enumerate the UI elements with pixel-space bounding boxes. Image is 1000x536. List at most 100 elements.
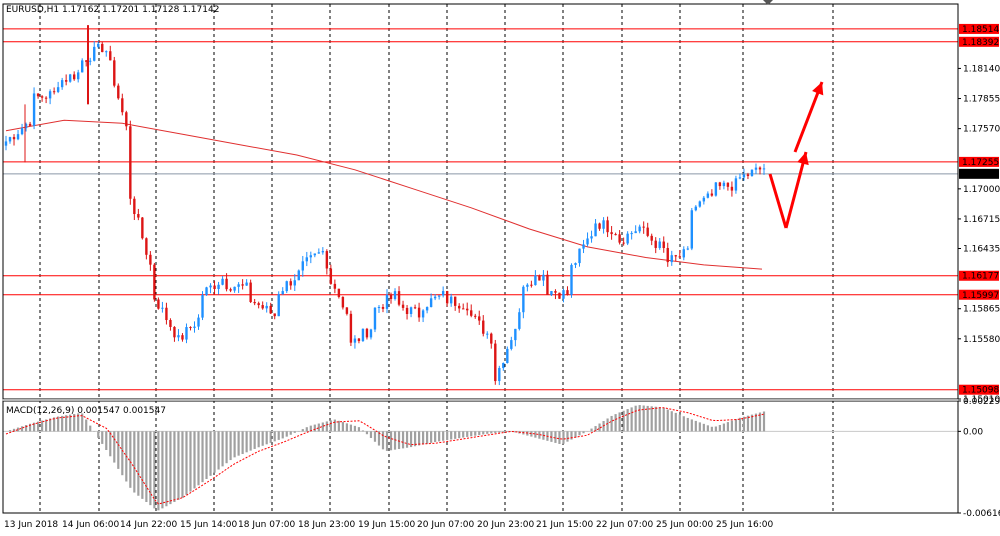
level-price-box [959, 289, 999, 300]
price-tick-label: 1.16715 [963, 215, 1000, 225]
candle-body [714, 182, 718, 196]
candle-body [706, 193, 710, 198]
forecast-arrow-shaft [768, 173, 788, 229]
candle-body [329, 268, 333, 284]
candle-body [449, 296, 453, 304]
candle-body [594, 223, 597, 237]
candle-body [317, 252, 321, 254]
candle-body [145, 238, 148, 255]
candle-body [305, 257, 308, 262]
candle-body [518, 312, 521, 329]
candle-body [48, 91, 52, 99]
candle-body [32, 93, 36, 126]
candle-body [566, 290, 569, 295]
candle-body [574, 263, 577, 265]
candle-body [93, 46, 96, 61]
candle-body [20, 128, 24, 135]
candle-body [365, 328, 369, 338]
candle-body [405, 307, 409, 315]
candle-body [357, 338, 361, 342]
chart-shift-marker [763, 0, 773, 5]
candle-body [413, 307, 417, 309]
candle-body [157, 299, 160, 309]
candle-body [273, 313, 276, 317]
candle-body [81, 60, 84, 73]
candle-body [614, 234, 617, 236]
candle-body [381, 307, 385, 309]
candle-body [522, 286, 525, 313]
candle-body [658, 241, 661, 248]
candle-body [498, 368, 501, 382]
candle-body [185, 327, 188, 340]
candle-body [726, 182, 730, 187]
candle-body [72, 74, 76, 80]
horizontal-levels [3, 28, 958, 391]
candle-body [201, 294, 204, 318]
forecast-arrow-shaft [784, 151, 808, 229]
candle-body [526, 284, 529, 287]
moving-average-line [5, 119, 763, 270]
forecast-arrow-head [797, 152, 809, 166]
candle-body [68, 74, 72, 82]
annotation-arrows [768, 81, 824, 229]
candle-body [562, 290, 565, 299]
candle-body [261, 305, 264, 309]
candle-body [321, 251, 325, 253]
price-tick-label: 1.17855 [963, 95, 1000, 105]
candle-body [654, 240, 657, 248]
candle-body [558, 292, 561, 299]
candle-body [36, 93, 40, 97]
candle-body [417, 307, 421, 318]
candle-body [534, 275, 537, 286]
candle-body [257, 303, 260, 306]
candle-body [474, 315, 477, 317]
candle-body [76, 72, 80, 80]
candle-body [710, 193, 714, 196]
candle-body [546, 274, 549, 295]
candle-body [285, 281, 288, 292]
candle-body [249, 282, 252, 303]
forecast-arrow-head [812, 82, 824, 96]
candle-body [237, 284, 240, 287]
candle-body [301, 261, 304, 271]
time-label: 22 Jun 07:00 [596, 520, 653, 530]
candle-body [642, 226, 645, 228]
candle-body [514, 328, 517, 341]
candle-body [542, 274, 545, 281]
candle-body [662, 241, 665, 249]
candle-body [8, 137, 12, 142]
candle-body [345, 307, 349, 314]
level-price-box [959, 156, 999, 167]
candle-body [638, 226, 641, 232]
candle-body [245, 282, 248, 286]
price-tick-label: 1.17570 [963, 125, 1000, 135]
candle-body [153, 264, 156, 300]
time-label: 21 Jun 15:00 [536, 520, 593, 530]
candle-body [125, 112, 128, 127]
macd-tick-label: -0.006162 [963, 509, 1000, 519]
candle-body [24, 123, 28, 129]
level-price-box [959, 270, 999, 281]
candle-body [578, 248, 581, 264]
candles [4, 25, 766, 386]
candle-body [269, 305, 272, 314]
candle-body [333, 283, 337, 289]
axis-labels: 13 Jun 2018 14 Jun 06:00 14 Jun 22:00 15 Ju… [4, 23, 1000, 530]
level-price-label: 1.18392 [962, 38, 999, 48]
candle-body [718, 182, 722, 187]
level-price-label: 1.16177 [962, 272, 999, 282]
chart-frame [2, 0, 959, 514]
candle-body [389, 294, 393, 300]
candle-body [265, 305, 268, 309]
candle-body [16, 134, 20, 140]
candle-body [377, 307, 381, 309]
candle-body [686, 248, 689, 250]
time-label: 14 Jun 06:00 [62, 520, 119, 530]
candle-body [313, 253, 317, 256]
candle-body [554, 291, 557, 293]
candle-body [169, 320, 172, 327]
candle-body [694, 206, 698, 211]
candle-body [28, 123, 32, 126]
candle-body [453, 296, 457, 306]
candle-body [582, 244, 585, 249]
